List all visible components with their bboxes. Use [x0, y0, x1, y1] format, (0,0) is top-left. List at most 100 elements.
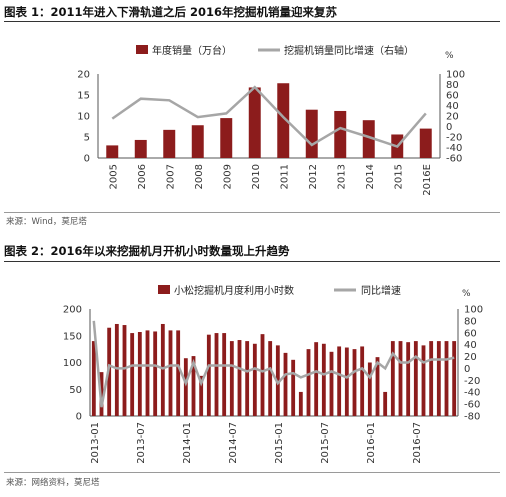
bar — [160, 323, 165, 416]
bar — [260, 334, 265, 416]
bar — [367, 362, 372, 416]
bar — [429, 341, 434, 416]
y2-tick-label: 100 — [464, 305, 483, 316]
y2-tick-label: -20 — [446, 133, 462, 144]
bar — [137, 332, 142, 416]
figure1-source-rule — [4, 212, 500, 213]
bar — [360, 346, 365, 416]
y2-unit-label: % — [462, 289, 471, 299]
y2-tick-label: 40 — [446, 101, 459, 112]
figure2-source-rule — [4, 472, 500, 473]
bar — [222, 333, 227, 416]
y2-tick-label: 0 — [446, 122, 452, 133]
legend-bar-swatch — [136, 45, 148, 54]
bar — [199, 375, 204, 416]
y2-tick-label: -60 — [464, 400, 480, 411]
bar — [398, 341, 403, 416]
y2-tick-label: 20 — [464, 352, 477, 363]
y-tick-label: 5 — [84, 133, 90, 144]
bar — [406, 342, 411, 416]
y2-tick-label: -40 — [446, 143, 462, 154]
figure2-title: 图表 2：2016年以来挖掘机月开机小时数量现上升趋势 — [4, 244, 290, 258]
bar — [419, 128, 432, 158]
legend-bar-label: 小松挖掘机月度利用小时数 — [174, 284, 294, 297]
bar — [122, 325, 127, 416]
bar — [375, 357, 380, 416]
y2-tick-label: 60 — [464, 328, 477, 339]
x-tick-label: 2015 — [393, 164, 404, 189]
bar — [390, 341, 395, 416]
bar — [145, 330, 150, 416]
bar — [291, 359, 296, 416]
bar — [106, 145, 119, 158]
bar — [229, 341, 234, 416]
figure1-source: 来源：Wind，莫尼塔 — [6, 217, 87, 227]
figure1-title-rule — [4, 21, 500, 22]
x-tick-label: 2015-07 — [320, 422, 331, 464]
x-tick-label: 2011 — [279, 164, 290, 189]
x-tick-label: 2013-01 — [90, 422, 101, 464]
y2-unit-label: % — [445, 51, 454, 61]
y2-tick-label: 80 — [464, 316, 477, 327]
bar — [421, 345, 426, 416]
x-tick-label: 2014-07 — [228, 422, 239, 464]
x-tick-label: 2016-07 — [412, 422, 423, 464]
y-tick-label: 100 — [63, 358, 82, 369]
y2-tick-label: -80 — [464, 412, 480, 423]
growth-line — [92, 320, 455, 408]
growth-line — [111, 85, 427, 148]
y-tick-label: 150 — [63, 331, 82, 342]
bar — [362, 120, 375, 158]
bar — [344, 347, 349, 416]
bar — [248, 87, 261, 158]
legend-bar-label: 年度销量（万台） — [152, 44, 232, 57]
y-tick-label: 50 — [69, 385, 82, 396]
bar — [114, 323, 119, 416]
y2-tick-label: -40 — [464, 388, 480, 399]
x-tick-label: 2015-01 — [274, 422, 285, 464]
bar — [134, 139, 147, 158]
bar — [176, 330, 181, 416]
legend-bar-swatch — [158, 285, 170, 294]
y2-tick-label: 60 — [446, 91, 459, 102]
bar — [413, 341, 418, 416]
legend-line-label: 同比增速 — [361, 284, 401, 297]
bar — [329, 351, 334, 416]
chart2: 小松挖掘机月度利用小时数 同比增速 % 0 50 100 150 200 -80-60-40-2… — [63, 284, 483, 464]
bar — [168, 330, 173, 416]
bar — [436, 341, 441, 416]
x-tick-label: 2012 — [308, 164, 319, 189]
bar — [314, 342, 319, 416]
x-tick-label: 2008 — [194, 164, 205, 189]
y2-tick-label: 100 — [446, 70, 465, 81]
y-tick-label: 0 — [76, 412, 82, 423]
figure2-title-rule — [4, 261, 500, 262]
figure1-title: 图表 1：2011年进入下滑轨道之后 2016年挖掘机销量迎来复苏 — [4, 5, 338, 19]
x-tick-label: 2006 — [137, 164, 148, 189]
x-tick-label: 2016-01 — [366, 422, 377, 464]
bar — [334, 110, 347, 158]
bar — [352, 349, 357, 416]
bar — [91, 341, 96, 416]
bar — [252, 343, 257, 416]
x-tick-label: 2013 — [336, 164, 347, 189]
bar — [214, 333, 219, 416]
bar — [237, 340, 242, 416]
bar — [337, 346, 342, 416]
bar — [277, 83, 290, 158]
bar — [163, 129, 176, 158]
y-tick-label: 200 — [63, 305, 82, 316]
bar — [305, 109, 318, 158]
y-tick-label: 0 — [84, 154, 90, 165]
legend-line-label: 挖掘机销量同比增速（右轴） — [284, 44, 414, 57]
bar — [245, 341, 250, 416]
y-tick-label: 10 — [77, 112, 90, 123]
y-tick-label: 20 — [77, 70, 90, 81]
bar — [444, 341, 449, 416]
y2-tick-label: 80 — [446, 80, 459, 91]
y2-tick-label: -20 — [464, 376, 480, 387]
bar — [191, 356, 196, 416]
y2-tick-label: 20 — [446, 112, 459, 123]
x-tick-label: 2007 — [165, 164, 176, 189]
chart1: 年度销量（万台） 挖掘机销量同比增速（右轴） %05101520-60-40-200… — [77, 44, 465, 196]
